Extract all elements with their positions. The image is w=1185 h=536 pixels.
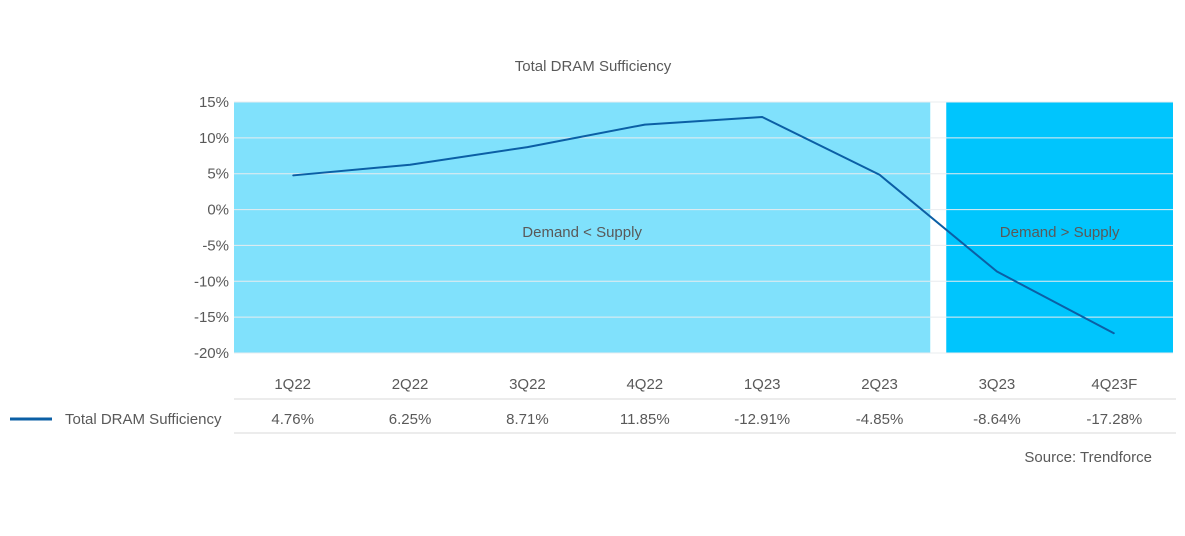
category-label: 1Q23	[744, 376, 781, 393]
data-label: 11.85%	[620, 411, 670, 428]
data-label: -17.28%	[1086, 411, 1142, 428]
legend: Total DRAM Sufficiency	[10, 411, 222, 428]
y-tick-label: 0%	[207, 202, 229, 219]
data-table: 1Q22 2Q22 3Q22 4Q22 1Q23 2Q23 3Q23 4Q23F 4.76% 6.…	[234, 376, 1176, 434]
series-line	[292, 115, 1115, 335]
source-note: Source: Trendforce	[1024, 449, 1152, 466]
data-label: -12.91%	[734, 411, 790, 428]
data-label: 4.76%	[271, 411, 314, 428]
chart-title: Total DRAM Sufficiency	[515, 58, 672, 75]
data-label: 6.25%	[389, 411, 432, 428]
y-tick-label: -15%	[194, 309, 229, 326]
data-point	[761, 116, 763, 118]
y-tick-label: -20%	[194, 345, 229, 362]
data-point	[1113, 332, 1115, 334]
region-labels: Demand < Supply Demand > Supply	[522, 224, 1120, 241]
y-tick-label: -5%	[202, 237, 229, 254]
data-label: 8.71%	[506, 411, 549, 428]
category-label: 4Q23F	[1091, 376, 1137, 393]
series-line-group	[292, 115, 1115, 335]
data-point	[526, 146, 528, 148]
y-tick-label: 15%	[199, 94, 229, 111]
data-label: -8.64%	[973, 411, 1021, 428]
y-tick-label: 10%	[199, 130, 229, 147]
data-label: -4.85%	[856, 411, 904, 428]
category-label: 2Q23	[861, 376, 898, 393]
category-label: 3Q23	[979, 376, 1016, 393]
y-tick-label: 5%	[207, 166, 229, 183]
gridlines	[234, 101, 1173, 354]
data-point	[644, 124, 646, 126]
region-label-1: Demand < Supply	[522, 224, 642, 241]
y-tick-label: -10%	[194, 273, 229, 290]
category-label: 1Q22	[274, 376, 311, 393]
region-bg-2	[946, 102, 1173, 353]
data-point	[409, 164, 411, 166]
background-regions	[234, 102, 1173, 353]
y-axis: 15% 10% 5% 0% -5% -10% -15% -20%	[194, 94, 229, 362]
category-label: 4Q22	[626, 376, 663, 393]
region-label-2: Demand > Supply	[1000, 224, 1120, 241]
region-bg-1	[234, 102, 931, 353]
category-label: 2Q22	[392, 376, 429, 393]
legend-label: Total DRAM Sufficiency	[65, 411, 222, 428]
data-point	[996, 271, 998, 273]
data-point	[879, 174, 881, 176]
category-label: 3Q22	[509, 376, 546, 393]
data-point	[292, 174, 294, 176]
